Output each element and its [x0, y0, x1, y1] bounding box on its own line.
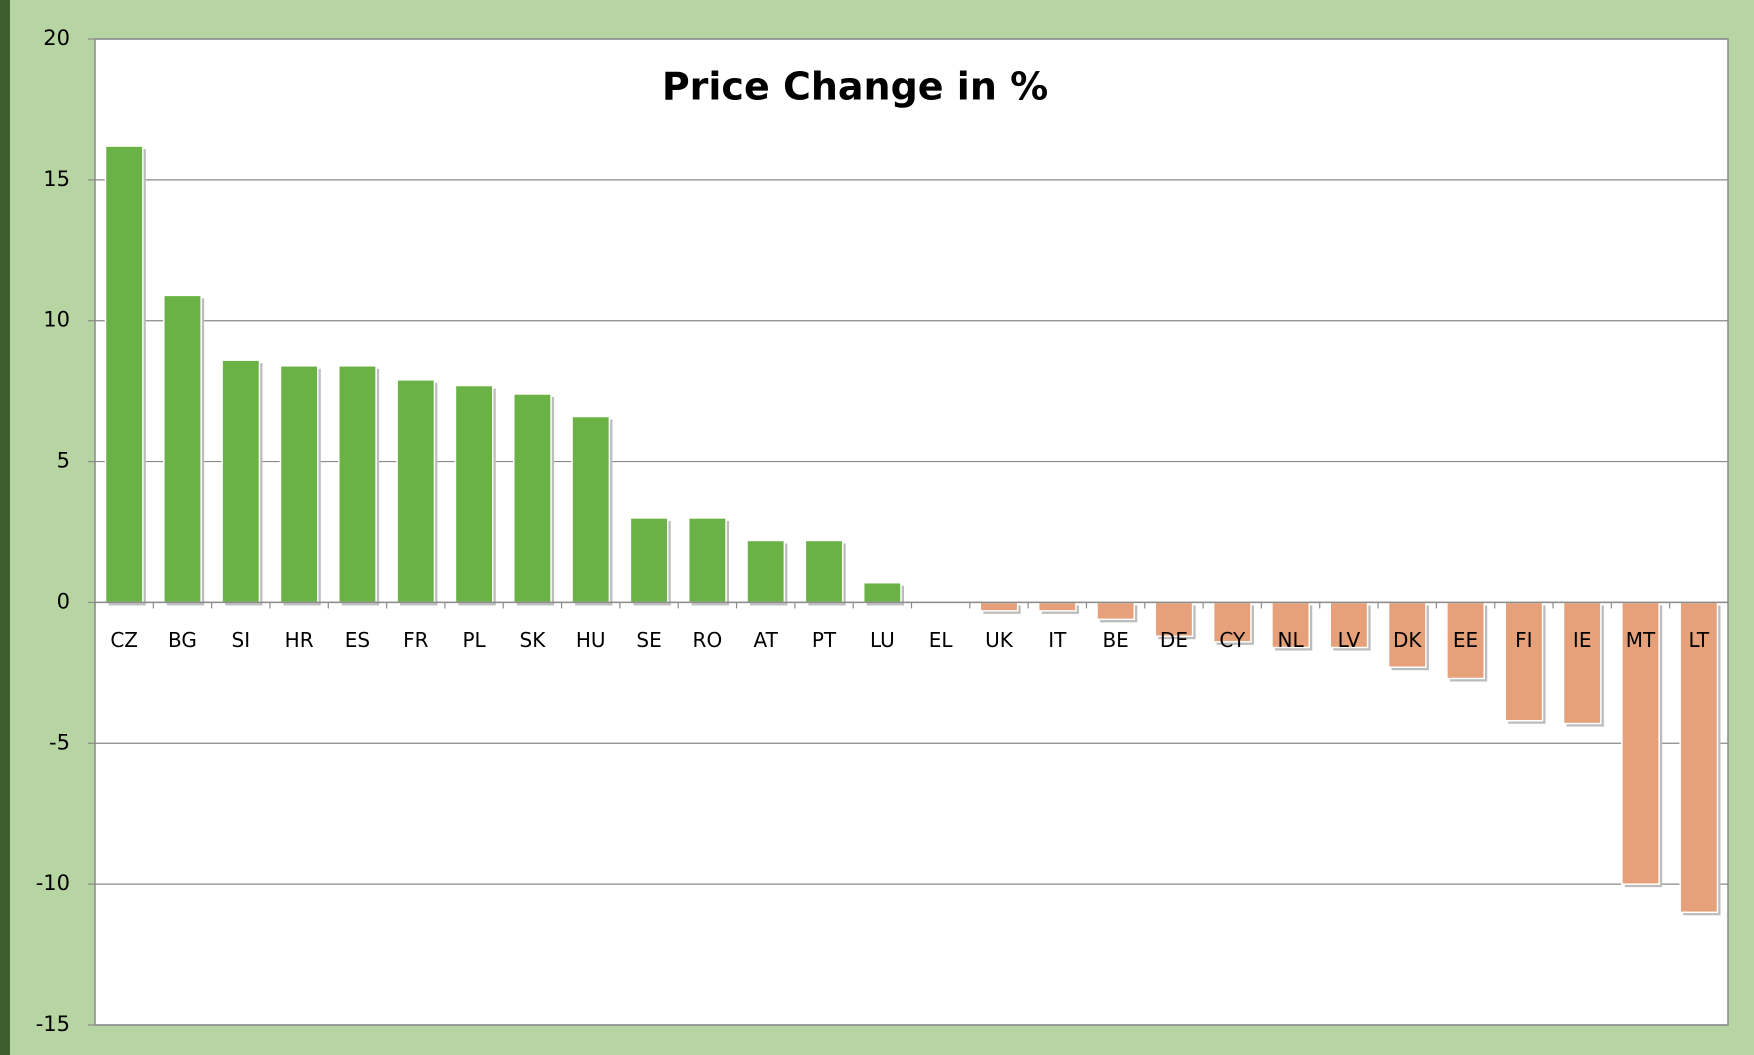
bar	[629, 517, 669, 604]
y-tick-label: 10	[43, 308, 70, 332]
x-tick-label: EE	[1453, 628, 1478, 652]
x-tick-label: IE	[1573, 628, 1592, 652]
x-tick-label: ES	[345, 628, 370, 652]
x-tick-label: HR	[285, 628, 314, 652]
x-tick-label: DE	[1160, 628, 1188, 652]
x-tick-label: BG	[168, 628, 197, 652]
x-tick-label: CY	[1219, 628, 1246, 652]
bar	[1329, 601, 1369, 649]
x-tick-label: DK	[1393, 628, 1422, 652]
bar	[454, 384, 494, 604]
bar	[979, 601, 1019, 612]
bar	[804, 539, 844, 604]
x-tick-label: SK	[520, 628, 547, 652]
bar	[1271, 601, 1311, 649]
bar	[1446, 601, 1485, 680]
x-tick-label: LU	[870, 628, 895, 652]
x-tick-label: HU	[576, 628, 606, 652]
x-tick-label: FI	[1515, 628, 1532, 652]
bar	[1154, 601, 1194, 637]
bar	[396, 379, 436, 604]
x-tick-label: UK	[985, 628, 1014, 652]
bar	[221, 359, 261, 604]
chart-title: Price Change in %	[662, 65, 1048, 109]
x-tick-label: AT	[754, 628, 779, 652]
x-tick-label: RO	[693, 628, 723, 652]
y-tick-label: 15	[43, 167, 70, 191]
bar	[1096, 601, 1136, 621]
bar	[1562, 601, 1602, 725]
bar	[163, 294, 202, 604]
x-tick-label: CZ	[110, 628, 138, 652]
bar	[862, 581, 902, 604]
x-tick-label: PT	[812, 628, 837, 652]
x-tick-label: BE	[1102, 628, 1128, 652]
x-tick-label: MT	[1626, 628, 1656, 652]
x-tick-label: IT	[1048, 628, 1067, 652]
bar	[279, 365, 319, 604]
x-tick-label: SE	[636, 628, 661, 652]
bar	[1679, 601, 1719, 914]
bar	[1037, 601, 1077, 612]
y-tick-label: -15	[36, 1012, 70, 1036]
x-tick-label: EL	[929, 628, 954, 652]
bar	[512, 393, 552, 604]
bar	[1387, 601, 1427, 668]
bar	[746, 539, 786, 604]
bar	[104, 145, 144, 604]
x-tick-label: LT	[1689, 628, 1710, 652]
y-tick-label: 5	[57, 449, 70, 473]
x-tick-label: NL	[1278, 628, 1305, 652]
bar	[571, 415, 611, 604]
bar	[338, 365, 377, 604]
bar	[1504, 601, 1544, 722]
x-tick-label: LV	[1338, 628, 1361, 652]
x-tick-label: SI	[232, 628, 251, 652]
bar	[687, 517, 727, 604]
y-tick-label: 20	[43, 26, 70, 50]
x-tick-label: FR	[403, 628, 429, 652]
bar	[1212, 601, 1252, 643]
y-tick-label: 0	[57, 589, 70, 613]
x-tick-label: PL	[462, 628, 486, 652]
y-tick-label: -10	[36, 871, 70, 895]
y-tick-label: -5	[49, 730, 70, 754]
